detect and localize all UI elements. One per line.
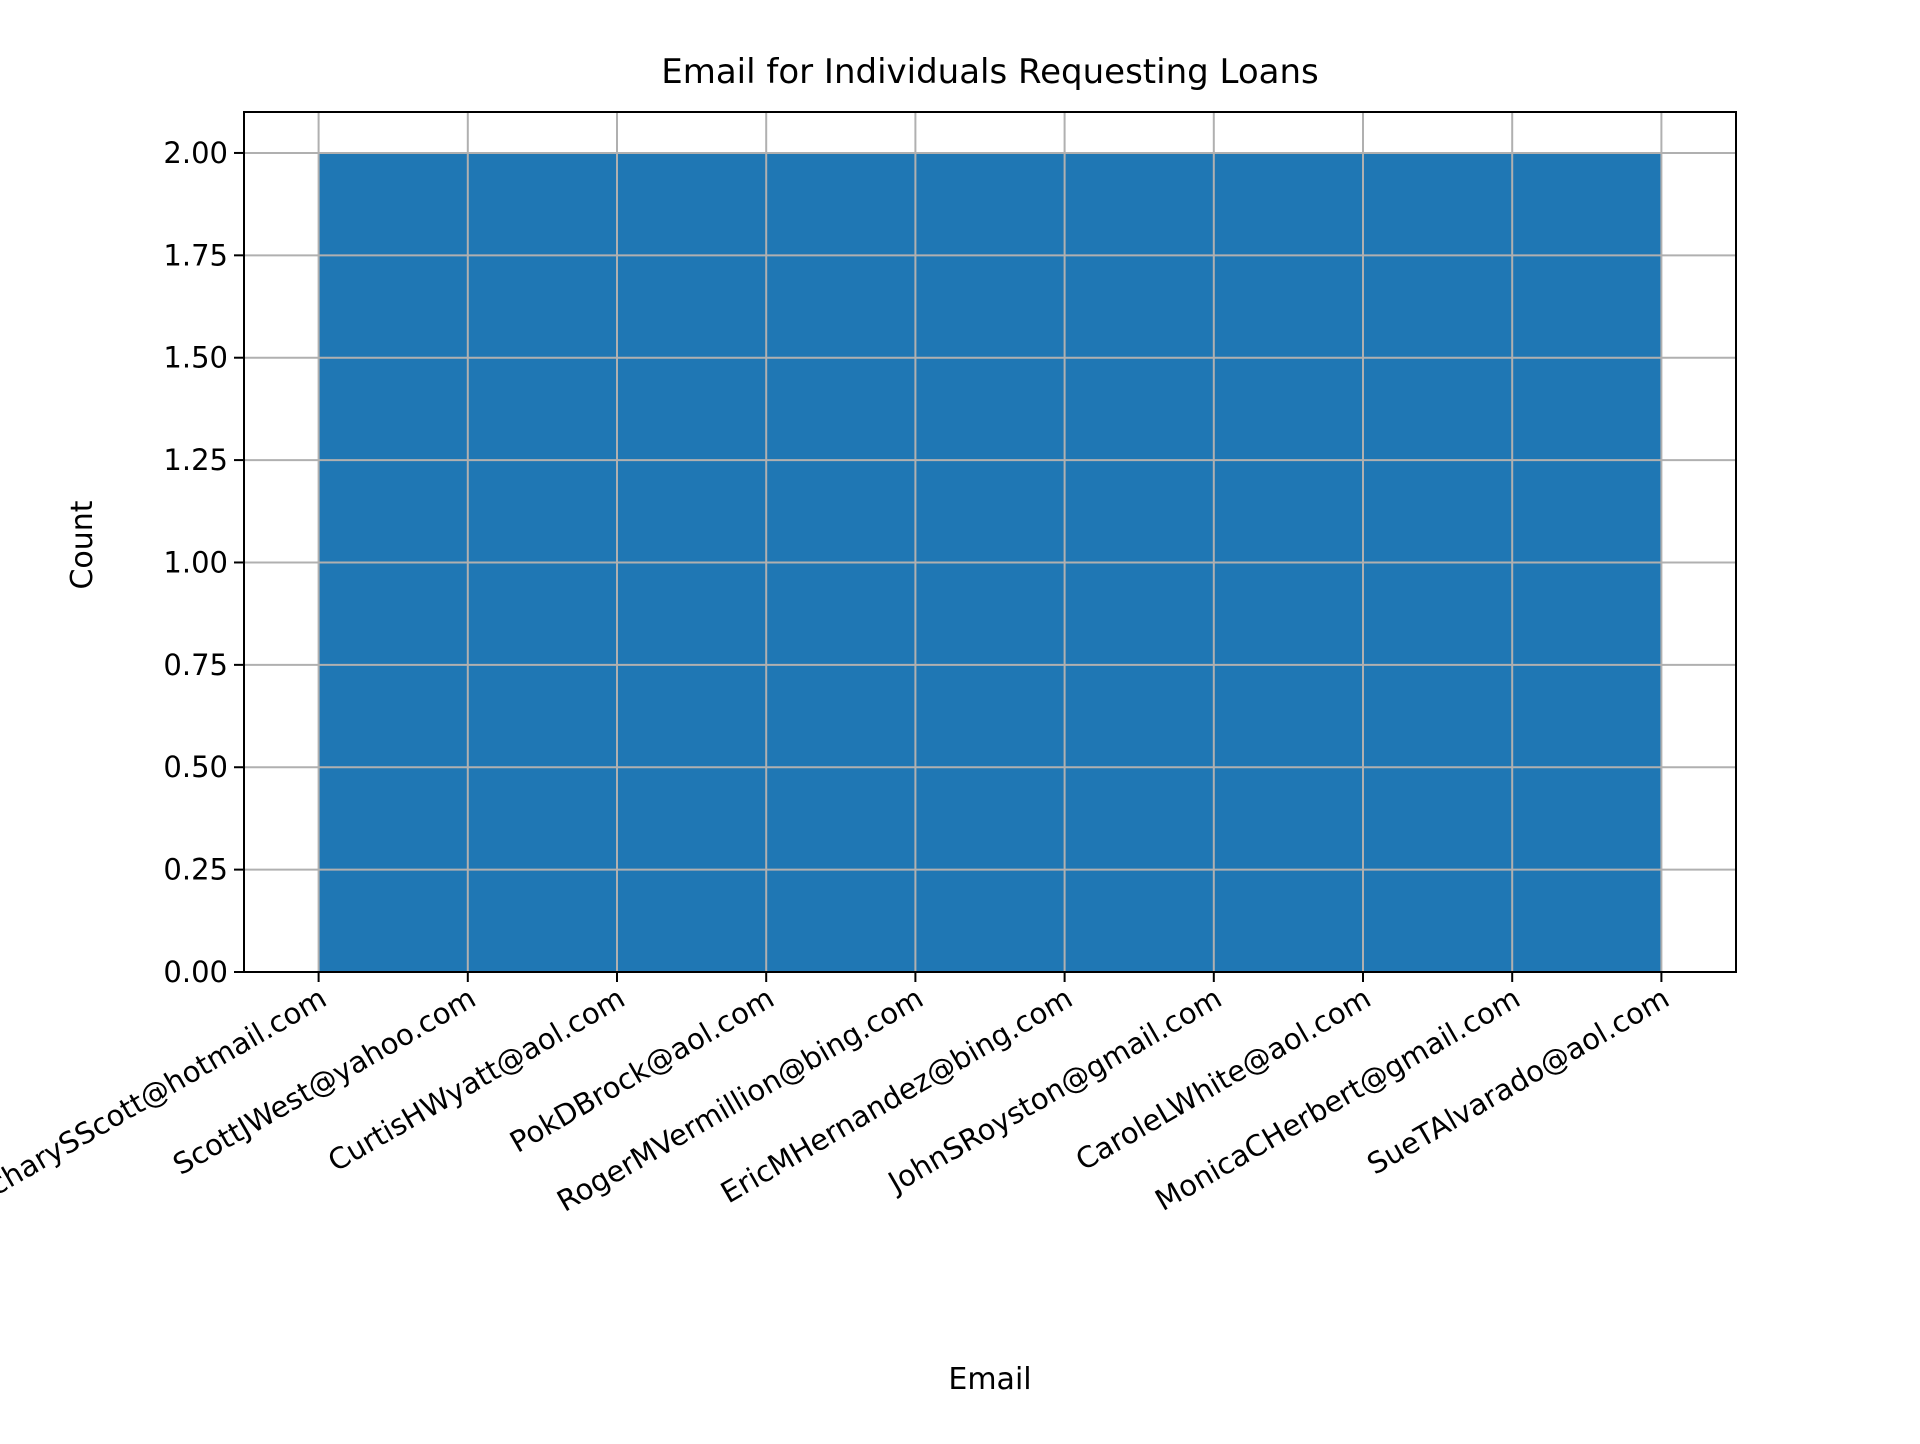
y-axis: 0.00 0.25 0.50 0.75 1.00 1.25 1.50 1.75 2.00 [163,136,244,989]
y-tick-label: 0.25 [163,853,228,887]
plot-frame [243,111,1737,973]
y-tick-label: 1.00 [163,545,228,579]
x-tick-label: PokDBrock@aol.com [504,981,780,1160]
y-tick-label: 1.75 [163,238,228,272]
x-axis-label: Email [948,1362,1031,1397]
y-tick-label: 0.00 [163,955,228,989]
x-axis: ZacharySScott@hotmail.comScottJWest@yaho… [0,972,1675,1221]
y-tick-label: 1.50 [163,341,228,375]
grid-overlay [244,112,1736,973]
y-tick-label: 0.75 [163,648,228,682]
y-tick-label: 0.50 [163,750,228,784]
chart-title: Email for Individuals Requesting Loans [661,52,1319,92]
y-tick-label: 1.25 [163,443,228,477]
y-axis-label: Count [65,500,100,589]
y-tick-label: 2.00 [163,136,228,170]
